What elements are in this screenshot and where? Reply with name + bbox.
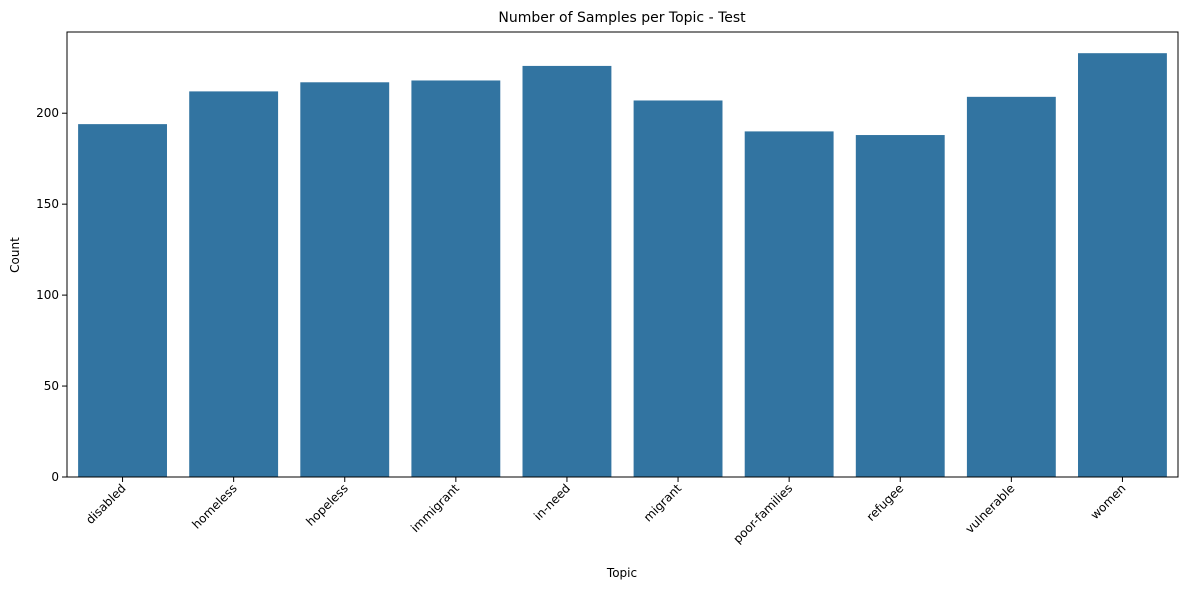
x-tick-label-migrant: migrant bbox=[641, 481, 685, 525]
x-tick-label-disabled: disabled bbox=[83, 481, 129, 527]
x-axis: disabled homeless hopeless immigrant in-need… bbox=[83, 477, 1129, 546]
bar-immigrant bbox=[411, 80, 501, 477]
x-tick-label-refugee: refugee bbox=[864, 481, 907, 524]
x-tick-label-hopeless: hopeless bbox=[303, 481, 350, 528]
y-tick-label: 100 bbox=[36, 288, 59, 302]
x-tick-label-in-need: in-need bbox=[531, 481, 573, 523]
y-tick-label: 50 bbox=[44, 379, 59, 393]
x-tick-label-immigrant: immigrant bbox=[408, 481, 462, 535]
bar-migrant bbox=[633, 100, 723, 477]
bar-poor-families bbox=[744, 131, 834, 477]
y-tick-label: 200 bbox=[36, 106, 59, 120]
y-tick-label: 0 bbox=[51, 470, 59, 484]
x-tick-label-poor-families: poor-families bbox=[730, 481, 795, 546]
bar-women bbox=[1078, 53, 1167, 477]
x-tick-label-vulnerable: vulnerable bbox=[963, 481, 1018, 536]
bars bbox=[78, 53, 1167, 478]
bar-hopeless bbox=[300, 82, 390, 477]
bar-in-need bbox=[522, 65, 612, 478]
bar-homeless bbox=[189, 91, 279, 477]
bar-refugee bbox=[855, 135, 945, 478]
x-tick-label-women: women bbox=[1088, 481, 1129, 522]
chart-title: Number of Samples per Topic - Test bbox=[498, 10, 746, 26]
x-tick-label-homeless: homeless bbox=[189, 481, 239, 531]
y-tick-label: 150 bbox=[36, 197, 59, 211]
bar-vulnerable bbox=[966, 96, 1056, 477]
bar-disabled bbox=[78, 124, 167, 477]
y-axis-label: Count bbox=[8, 237, 22, 273]
plot-frame bbox=[66, 31, 1179, 478]
x-axis-label: Topic bbox=[606, 566, 637, 580]
y-axis: 0 50 100 150 200 bbox=[36, 106, 67, 484]
